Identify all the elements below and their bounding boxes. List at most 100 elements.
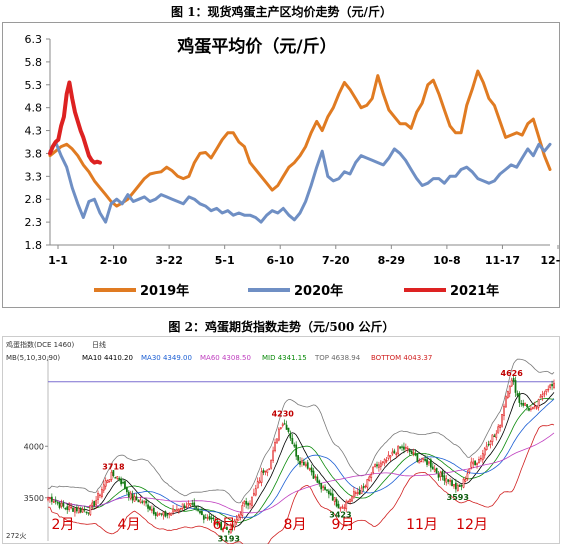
candle-body [222, 528, 224, 532]
candle-body [322, 486, 325, 488]
candle-body [210, 517, 213, 520]
price-annotation: 3423 [329, 511, 351, 520]
price-annotation: 4626 [501, 369, 524, 378]
candle-body [483, 448, 486, 456]
candle-body [176, 508, 178, 512]
indicator-params: MB(5,10,30,90) [6, 354, 60, 362]
instrument-name: 鸡蛋指数(DCE 1460) [6, 340, 74, 349]
candle-body [187, 503, 190, 506]
candle-body [310, 467, 313, 473]
x-tick-label: 11-17 [485, 254, 520, 267]
candle-body [381, 461, 384, 463]
candle-body [397, 445, 400, 454]
chart-title: 鸡蛋平均价（元/斤） [176, 36, 336, 57]
month-label: 8月 [284, 517, 307, 533]
candle-body [537, 399, 540, 408]
candle-body [347, 500, 350, 503]
candle-body [370, 474, 373, 478]
candle-body [264, 470, 267, 473]
candle-body [256, 481, 259, 489]
candle-body [526, 404, 528, 407]
upper-band [47, 358, 555, 504]
mid-readout: MID 4341.15 [262, 354, 307, 362]
candle-body [441, 471, 444, 477]
candle-body [433, 468, 436, 472]
candle-body [406, 447, 409, 450]
legend-label: 2021年 [450, 283, 499, 299]
top-readout: TOP 4638.94 [314, 354, 361, 362]
candle-body [368, 476, 371, 481]
candle-body [445, 478, 448, 483]
candle-body [460, 485, 463, 487]
candle-body [131, 493, 134, 501]
candle-body [62, 502, 65, 507]
candle-body [83, 508, 86, 511]
y-tick-label: 1.8 [25, 239, 43, 252]
candle-body [478, 459, 480, 463]
candle-body [426, 459, 428, 465]
candle-body [401, 446, 403, 448]
x-tick-label: 5-1 [215, 254, 235, 267]
candle-body [424, 458, 426, 461]
candle-body [468, 468, 471, 473]
candle-body [449, 480, 451, 482]
candle-body [129, 492, 132, 499]
candle-body [320, 482, 323, 490]
candle-body [254, 488, 257, 496]
candle-body [231, 524, 234, 528]
candle-body [114, 477, 117, 479]
candle-body [260, 471, 263, 483]
candle-body [189, 503, 192, 506]
candle-body [422, 457, 425, 460]
candle-body [235, 518, 238, 523]
month-label: 2月 [52, 517, 75, 533]
candle-body [393, 450, 396, 454]
candle-body [541, 394, 544, 397]
candle-body [312, 470, 315, 479]
x-tick-label: 6-10 [266, 254, 294, 267]
candle-body [410, 450, 413, 454]
candle-body [345, 501, 348, 510]
candle-body [137, 500, 140, 503]
price-annotation: 4230 [272, 410, 295, 419]
chart-frame [2, 22, 560, 308]
candle-body [104, 480, 107, 487]
candle-body [74, 508, 76, 513]
candle-body [418, 460, 421, 464]
candle-body [474, 460, 476, 465]
y-tick-label: 2.8 [25, 193, 43, 206]
candle-body [276, 438, 278, 444]
x-tick-label: 3-22 [155, 254, 183, 267]
candle-body [50, 496, 53, 502]
candle-body [443, 475, 446, 481]
candle-body [183, 505, 186, 509]
candle-body [151, 509, 153, 511]
candle-body [470, 461, 473, 468]
candle-body [385, 460, 388, 462]
candle-body [493, 435, 496, 438]
candle-body [179, 508, 182, 510]
y-tick-label: 3500 [24, 494, 44, 503]
month-label: 12月 [456, 517, 488, 533]
candle-body [435, 467, 438, 474]
candle-body [135, 496, 138, 501]
candle-body [206, 517, 209, 519]
month-label: 11月 [406, 517, 438, 533]
candle-body [226, 526, 228, 530]
month-label: 4月 [118, 517, 141, 533]
candle-body [97, 492, 99, 500]
candle-body [212, 517, 215, 520]
candle-body [87, 512, 90, 514]
candle-body [543, 392, 546, 395]
volume-label: 272火 [6, 532, 26, 540]
series-lines [48, 69, 552, 224]
candlestick-plot: 4000 3500 3718 4230 3423 3193 3593 4626 2月 4月 6月 8月… [6, 356, 555, 544]
period-label: 日线 [92, 340, 106, 349]
candle-body [66, 506, 69, 510]
ma30-readout: MA30 4349.00 [141, 354, 192, 362]
candle-body [412, 451, 415, 454]
candle-body [491, 434, 494, 442]
candle-body [304, 463, 307, 467]
candle-body [270, 459, 273, 469]
candle-body [326, 489, 328, 491]
